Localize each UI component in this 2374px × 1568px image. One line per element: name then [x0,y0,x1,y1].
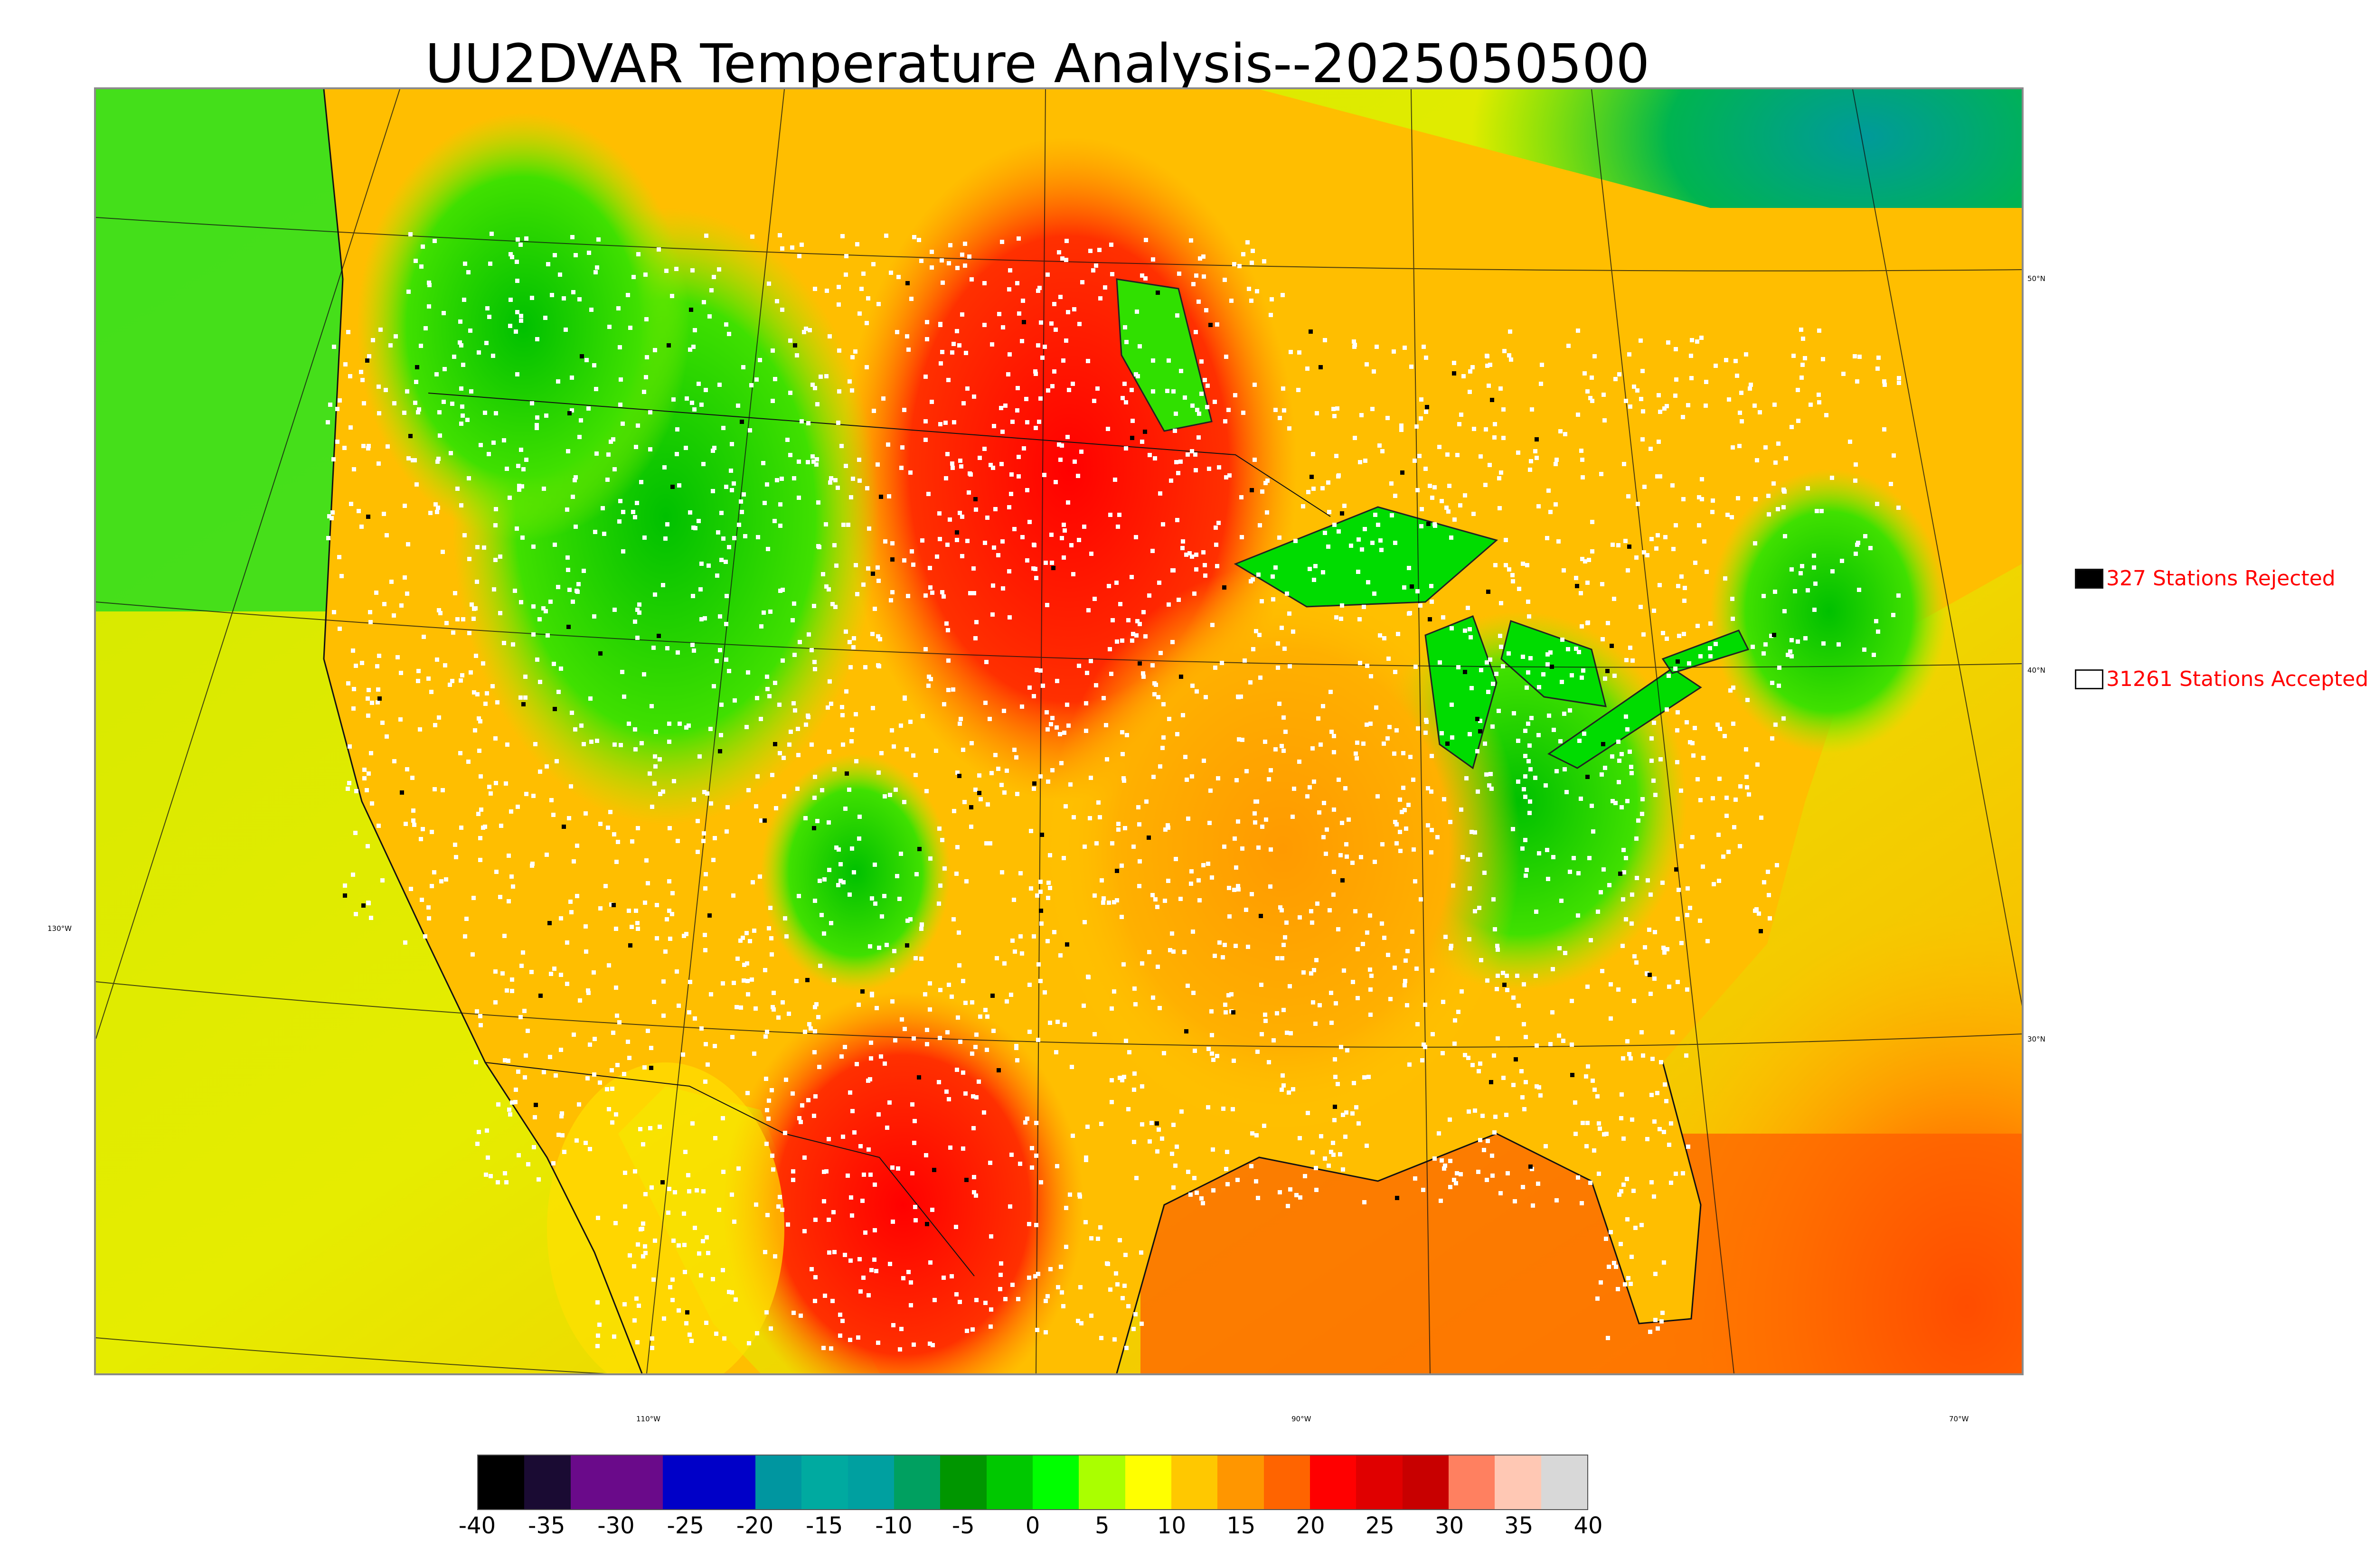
rejected-stations [343,281,1776,1314]
colorbar-segment [755,1455,802,1509]
colorbar-tick-label: -30 [597,1512,635,1539]
colorbar-tick-label: 40 [1573,1512,1603,1539]
legend-rejected: 327 Stations Rejected [2075,566,2336,591]
colorbar-tick-label: 30 [1434,1512,1464,1539]
colorbar-tick-label: 25 [1365,1512,1394,1539]
temperature-colorbar [477,1455,1588,1510]
colorbar-segment [478,1455,525,1509]
colorbar-tick-label: 5 [1094,1512,1110,1539]
colorbar-tick-label: 10 [1157,1512,1187,1539]
colorbar-segment [570,1455,617,1509]
colorbar-segment [1356,1455,1403,1509]
colorbar-tick-labels: -40 -35 -30 -25 -20 -15 -10 -5 0 5 10 15 20 25 30 35 40 [459,1512,1603,1541]
colorbar-tick-label: 35 [1504,1512,1534,1539]
accepted-swatch [2075,669,2103,689]
colorbar-segment [1217,1455,1264,1509]
colorbar-tick-label: 0 [1025,1512,1040,1539]
lon-label-90w: 90°W [1291,1415,1311,1423]
colorbar-segment [524,1455,571,1509]
lon-label-130w: 130°W [47,924,72,933]
colorbar-segment [1495,1455,1541,1509]
lat-label-50n: 50°N [2027,274,2045,283]
colorbar-tick-label: -5 [951,1512,975,1539]
colorbar-segment [940,1455,987,1509]
legend-accepted: 31261 Stations Accepted [2075,667,2368,691]
colorbar-segment [1032,1455,1079,1509]
colorbar-tick-label: -15 [806,1512,843,1539]
colorbar-segment [1263,1455,1310,1509]
colorbar-segment [986,1455,1033,1509]
colorbar-segment [1171,1455,1218,1509]
colorbar-tick-label: -40 [458,1512,496,1539]
colorbar-segment [1402,1455,1449,1509]
colorbar-tick-label: -10 [875,1512,913,1539]
colorbar-segment [709,1455,755,1509]
colorbar-segment [663,1455,709,1509]
accepted-label: 31261 Stations Accepted [2106,667,2369,691]
colorbar-segment [1448,1455,1495,1509]
accepted-stations [326,232,1901,1352]
rejected-swatch [2075,568,2103,589]
map-canvas [96,89,2022,1373]
colorbar-tick-label: -25 [667,1512,704,1539]
colorbar-segment [1079,1455,1125,1509]
lon-label-70w: 70°W [1949,1415,1969,1423]
colorbar-segment [848,1455,894,1509]
map-title: UU2DVAR Temperature Analysis--2025050500 [425,33,1650,95]
lat-label-40n: 40°N [2027,666,2045,675]
colorbar-segment [616,1455,663,1509]
colorbar-segment [801,1455,848,1509]
temperature-map[interactable] [94,87,2024,1375]
lon-label-110w: 110°W [636,1415,660,1423]
colorbar-segment [1541,1455,1587,1509]
colorbar-segment [1125,1455,1171,1509]
rejected-label: 327 Stations Rejected [2106,566,2336,591]
colorbar-tick-label: 20 [1296,1512,1325,1539]
colorbar-tick-label: 15 [1226,1512,1256,1539]
lat-label-30n: 30°N [2027,1035,2045,1043]
colorbar-tick-label: -20 [736,1512,774,1539]
colorbar-tick-label: -35 [528,1512,565,1539]
colorbar-segment [1309,1455,1357,1509]
colorbar-segment [894,1455,941,1509]
